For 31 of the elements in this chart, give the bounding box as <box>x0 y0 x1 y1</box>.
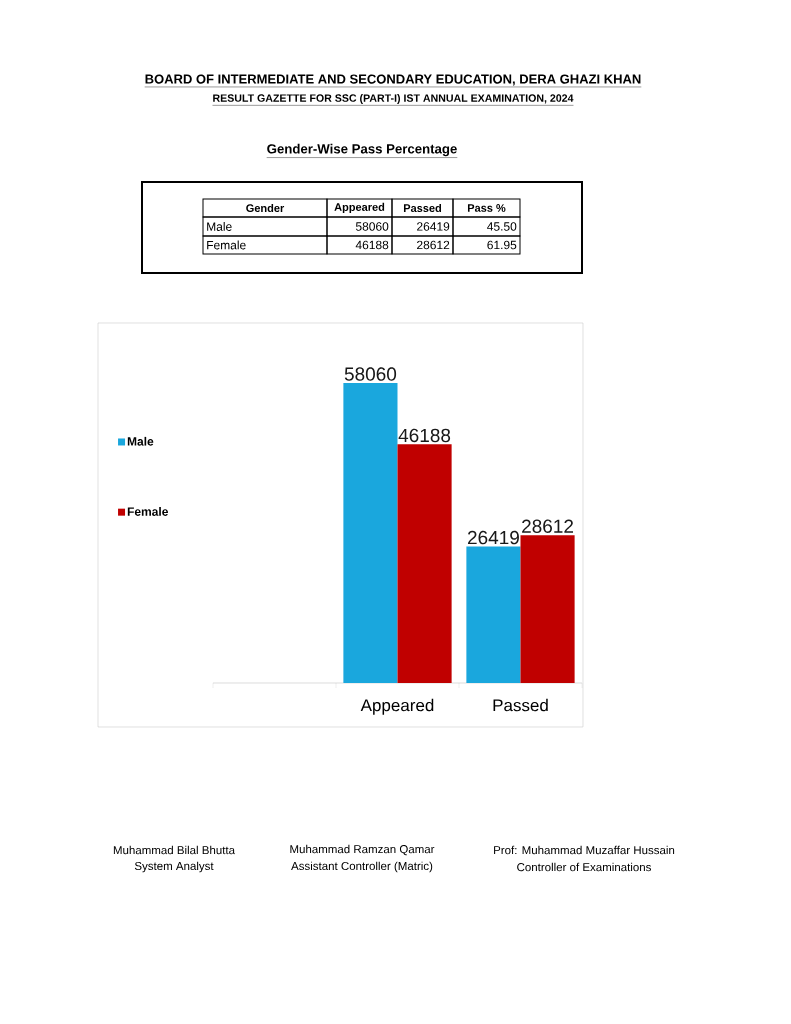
chart-title: BOARD OF INTERMEDIATE AND SECONDARY EDUCATION, DERA GHAZI KHAN <box>145 74 641 86</box>
data-label: 28612 <box>522 519 574 533</box>
legend-label: Female <box>127 507 168 516</box>
text: 28612 <box>417 240 450 250</box>
text: System Analyst <box>134 861 214 873</box>
text: Muhammad Ramzan Qamar <box>290 844 435 856</box>
data-label: 58060 <box>344 367 397 381</box>
text: 45.50 <box>487 222 517 231</box>
text: Female <box>207 240 246 250</box>
data-label: 46188 <box>398 428 451 443</box>
text: Assistant Controller (Matric) <box>291 861 433 873</box>
text: Passed <box>403 203 442 213</box>
text: Gender <box>246 203 285 213</box>
text: Appeared <box>334 202 385 214</box>
text: 61.95 <box>487 240 517 250</box>
text: Male <box>207 222 232 231</box>
text: Pass % <box>467 204 506 212</box>
bar <box>397 444 452 683</box>
bar <box>520 535 575 683</box>
chart-subtitle: RESULT GAZETTE FOR SSC (PART-I) IST ANNUAL EXAMINATION, 2024 <box>213 94 574 104</box>
text: 46188 <box>355 240 389 250</box>
text: Muhammad Bilal Bhutta <box>113 845 236 855</box>
text: 26419 <box>417 222 450 231</box>
bar <box>343 382 398 683</box>
text: Gender-Wise Pass Percentage <box>267 143 457 157</box>
text: Prof: Muhammad Muzaffar Hussain <box>494 845 675 855</box>
data-label: 26419 <box>467 530 519 545</box>
text: 58060 <box>355 222 389 231</box>
text: Controller of Examinations <box>517 862 651 872</box>
legend-label: Male <box>127 436 154 446</box>
bar <box>466 546 521 683</box>
